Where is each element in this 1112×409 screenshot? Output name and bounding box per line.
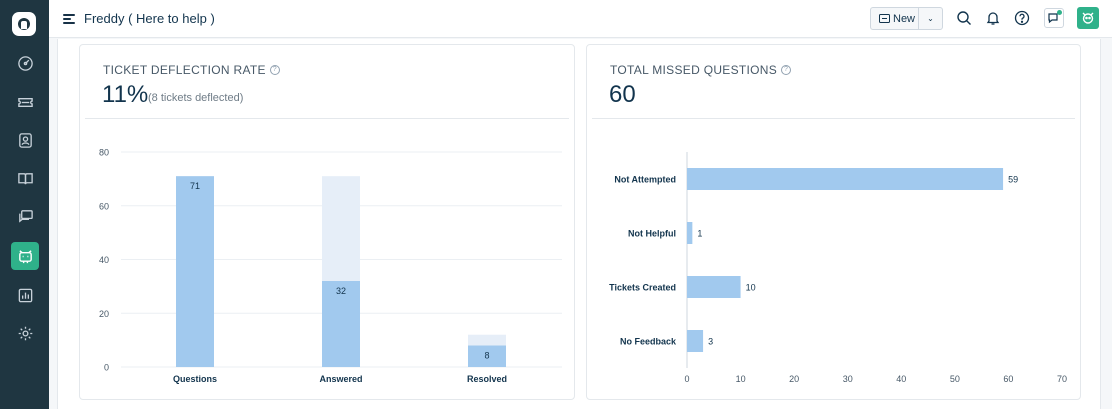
missed-questions-card: TOTAL MISSED QUESTIONS ? 60 0 10 20 30 40 50 6… <box>586 44 1081 400</box>
x-tick-label: 60 <box>1003 374 1013 384</box>
deflection-bar-chart: 0 20 40 60 80 71 Questions 32 Answered 8 Resolved <box>99 148 562 384</box>
page-title: Freddy ( Here to help ) <box>84 11 215 26</box>
notification-bell-icon[interactable] <box>983 8 1003 28</box>
info-icon[interactable]: ? <box>269 65 280 75</box>
y-tick-label: 0 <box>104 363 109 373</box>
data-label: 3 <box>708 337 713 347</box>
data-label: 59 <box>1008 175 1018 185</box>
x-tick-label: 50 <box>950 374 960 384</box>
bar <box>687 222 693 244</box>
user-avatar-icon <box>1082 12 1094 24</box>
new-button-label: New <box>893 12 916 25</box>
menu-toggle-icon[interactable] <box>63 14 75 24</box>
bar <box>176 176 214 367</box>
y-tick-label: 80 <box>99 148 109 158</box>
forums-icon[interactable] <box>11 202 39 230</box>
y-tick-label: 40 <box>99 255 109 265</box>
y-tick-label: No Feedback <box>620 337 677 347</box>
data-label: 10 <box>746 283 756 293</box>
deflection-rate-value: 11% <box>102 81 149 108</box>
x-tick-label: 30 <box>843 374 853 384</box>
contacts-icon[interactable] <box>11 126 39 154</box>
divider <box>85 118 569 119</box>
missed-questions-bar-chart: 0 10 20 30 40 50 60 70 59 Not Attempted 1 Not Helpf… <box>609 152 1067 384</box>
sidebar <box>0 0 49 409</box>
x-tick-label: Resolved <box>467 374 507 384</box>
tickets-icon[interactable] <box>11 88 39 116</box>
card-title: TICKET DEFLECTION RATE <box>103 63 266 77</box>
bar <box>322 281 360 367</box>
bar <box>468 345 506 367</box>
data-label: 71 <box>190 181 200 191</box>
chat-icon[interactable] <box>1044 8 1064 28</box>
top-bar: Freddy ( Here to help ) New ⌄ <box>49 0 1112 38</box>
admin-gear-icon[interactable] <box>11 319 39 347</box>
y-tick-label: Tickets Created <box>609 283 676 293</box>
bar <box>687 168 1004 190</box>
card-title: TOTAL MISSED QUESTIONS <box>610 63 778 77</box>
y-tick-label: Not Helpful <box>628 229 676 239</box>
solutions-icon[interactable] <box>11 164 39 192</box>
x-tick-label: Answered <box>319 374 362 384</box>
ticket-deflection-card: TICKET DEFLECTION RATE ? 11% (8 tickets … <box>79 44 575 400</box>
help-icon[interactable] <box>1012 8 1032 28</box>
divider <box>592 118 1075 119</box>
reports-icon[interactable] <box>11 281 39 309</box>
y-tick-label: 20 <box>99 309 109 319</box>
data-label: 1 <box>697 229 702 239</box>
search-icon[interactable] <box>954 8 974 28</box>
x-tick-label: Questions <box>173 374 217 384</box>
deflected-tickets-subtext: (8 tickets deflected) <box>148 92 244 104</box>
data-label: 32 <box>336 286 346 296</box>
data-label: 8 <box>484 351 489 361</box>
y-tick-label: 60 <box>99 201 109 211</box>
x-tick-label: 0 <box>684 374 689 384</box>
dashboard-icon[interactable] <box>11 49 39 77</box>
x-tick-label: 70 <box>1057 374 1067 384</box>
avatar[interactable] <box>1077 7 1099 29</box>
missed-questions-value: 60 <box>609 81 636 108</box>
x-tick-label: 20 <box>789 374 799 384</box>
bar <box>687 276 741 298</box>
y-tick-label: Not Attempted <box>614 175 676 185</box>
freshdesk-logo-icon[interactable] <box>12 12 36 36</box>
chevron-down-icon[interactable]: ⌄ <box>927 14 934 23</box>
new-button[interactable]: New ⌄ <box>870 7 943 30</box>
x-tick-label: 10 <box>736 374 746 384</box>
bar <box>687 330 704 352</box>
online-status-dot <box>1057 10 1062 15</box>
info-icon[interactable]: ? <box>781 65 792 75</box>
x-tick-label: 40 <box>896 374 906 384</box>
freddy-icon[interactable] <box>11 242 39 270</box>
ticket-icon <box>879 14 890 23</box>
